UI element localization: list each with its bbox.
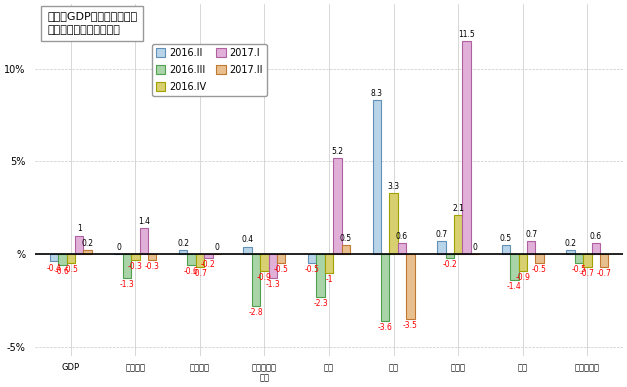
Text: 11.5: 11.5 [458, 30, 475, 39]
Bar [406, 254, 414, 319]
Bar [333, 158, 342, 254]
Text: 0: 0 [116, 243, 121, 252]
Legend: 2016.II, 2016.III, 2016.IV, 2017.I, 2017.II: 2016.II, 2016.III, 2016.IV, 2017.I, 2017… [152, 44, 267, 96]
Text: -3.5: -3.5 [403, 321, 418, 330]
Bar [83, 250, 92, 254]
Bar [277, 254, 285, 263]
Text: 四半期GDPの内訳別推移：
前期比（季節調整済み）: 四半期GDPの内訳別推移： 前期比（季節調整済み） [47, 11, 137, 35]
Bar [269, 254, 277, 278]
Text: -1.3: -1.3 [265, 280, 280, 289]
Text: 5.2: 5.2 [332, 147, 344, 156]
Text: 1.4: 1.4 [138, 217, 150, 226]
Bar [462, 41, 471, 254]
Bar [381, 254, 389, 321]
Bar [252, 254, 260, 306]
Text: -0.5: -0.5 [274, 265, 288, 274]
Bar [75, 236, 83, 254]
Bar [437, 241, 446, 254]
Text: -0.7: -0.7 [192, 269, 208, 278]
Bar [575, 254, 583, 263]
Bar [566, 250, 575, 254]
Text: 0.4: 0.4 [241, 235, 254, 244]
Bar [66, 254, 75, 263]
Text: -0.4: -0.4 [46, 264, 61, 272]
Bar [535, 254, 544, 263]
Text: -1: -1 [325, 275, 333, 284]
Text: -1.3: -1.3 [120, 280, 134, 289]
Text: 0.7: 0.7 [435, 230, 448, 239]
Text: 0.5: 0.5 [500, 233, 512, 243]
Text: -0.5: -0.5 [63, 265, 78, 274]
Text: 2.1: 2.1 [452, 204, 464, 213]
Text: -0.5: -0.5 [305, 265, 320, 274]
Text: 0.6: 0.6 [589, 232, 602, 241]
Bar [372, 100, 381, 254]
Text: 8.3: 8.3 [371, 89, 383, 98]
Bar [50, 254, 58, 261]
Bar [123, 254, 131, 278]
Bar [308, 254, 317, 263]
Bar [243, 247, 252, 254]
Text: 0.6: 0.6 [396, 232, 408, 241]
Bar [398, 243, 406, 254]
Bar [342, 245, 350, 254]
Bar [131, 254, 140, 260]
Text: -2.3: -2.3 [314, 299, 328, 308]
Bar [317, 254, 325, 296]
Bar [148, 254, 156, 260]
Bar [58, 254, 66, 265]
Bar [140, 228, 148, 254]
Text: 1: 1 [76, 224, 82, 233]
Bar [389, 193, 398, 254]
Text: 0.7: 0.7 [525, 230, 537, 239]
Bar [583, 254, 591, 267]
Text: 0.5: 0.5 [340, 233, 352, 243]
Bar [446, 254, 454, 258]
Bar [260, 254, 269, 271]
Text: 0.2: 0.2 [564, 239, 577, 248]
Text: 0: 0 [214, 243, 219, 252]
Text: -0.3: -0.3 [145, 262, 159, 271]
Text: -2.8: -2.8 [249, 308, 263, 317]
Bar [204, 254, 213, 258]
Bar [519, 254, 527, 271]
Bar [502, 245, 510, 254]
Bar [325, 254, 333, 272]
Text: -0.2: -0.2 [201, 260, 216, 269]
Text: -0.5: -0.5 [532, 265, 547, 274]
Bar [196, 254, 204, 267]
Bar [187, 254, 196, 265]
Bar [600, 254, 608, 267]
Text: -3.6: -3.6 [378, 323, 393, 332]
Text: -0.3: -0.3 [128, 262, 143, 271]
Bar [527, 241, 535, 254]
Bar [591, 243, 600, 254]
Text: 0: 0 [473, 243, 477, 252]
Text: -1.4: -1.4 [507, 282, 522, 291]
Text: 0.2: 0.2 [177, 239, 189, 248]
Bar [510, 254, 519, 280]
Text: -0.5: -0.5 [571, 265, 586, 274]
Bar [454, 215, 462, 254]
Text: -0.9: -0.9 [515, 273, 530, 282]
Bar [179, 250, 187, 254]
Text: -0.9: -0.9 [257, 273, 272, 282]
Text: -0.2: -0.2 [443, 260, 457, 269]
Text: -0.7: -0.7 [580, 269, 595, 278]
Text: -0.6: -0.6 [55, 267, 70, 276]
Text: 0.2: 0.2 [82, 239, 93, 248]
Text: 3.3: 3.3 [387, 182, 399, 191]
Text: -0.7: -0.7 [597, 269, 611, 278]
Text: -0.6: -0.6 [184, 267, 199, 276]
